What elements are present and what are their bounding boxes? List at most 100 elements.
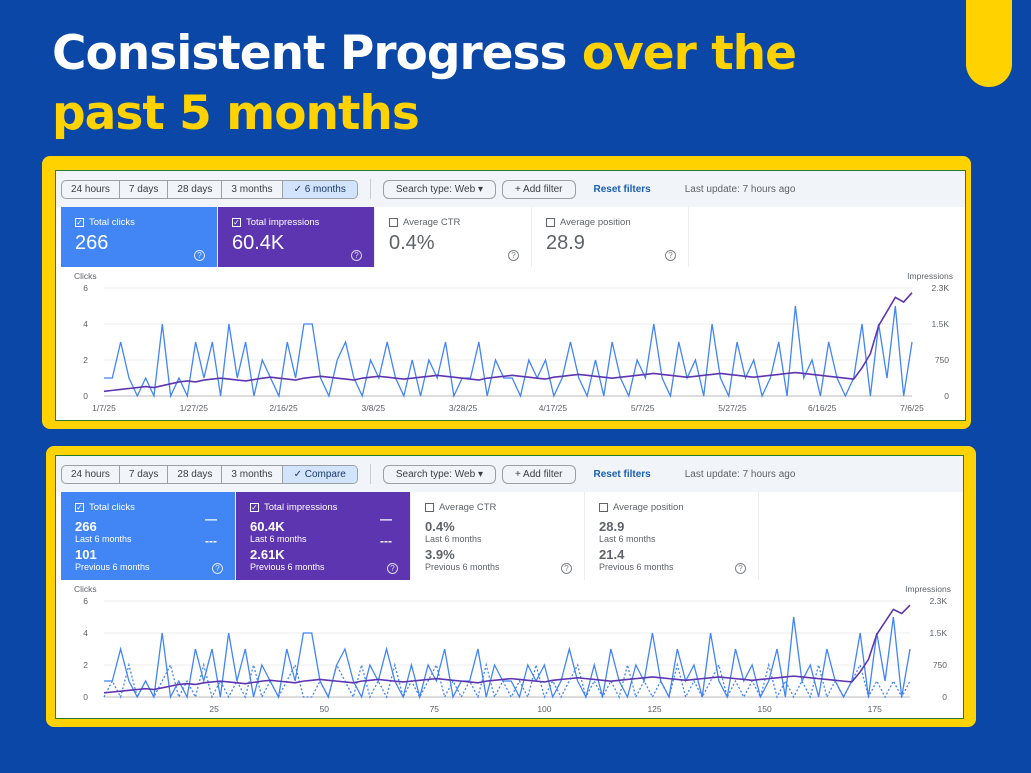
metric-label: Total clicks [89, 502, 135, 513]
reset-filters-link[interactable]: Reset filters [593, 183, 651, 195]
help-icon[interactable]: ? [508, 250, 519, 261]
y-tick-label: 0 [83, 391, 88, 401]
decorative-tab [966, 0, 1012, 87]
metric-card[interactable]: Average CTR 0.4% Last 6 months 3.9% Previ… [411, 492, 585, 580]
range-option[interactable]: 28 days [168, 465, 223, 483]
metric-prev-value: 21.4 [599, 547, 625, 562]
metric-cards: ✓ Total clicks 266? ✓ Total impressions 60… [61, 207, 689, 267]
impressions-line [103, 292, 913, 393]
metric-value: 266 [75, 232, 109, 254]
checkbox-icon[interactable] [599, 503, 608, 512]
dashed-line-legend-icon: --- [380, 534, 392, 548]
metric-card[interactable]: Average position 28.9 Last 6 months 21.4 … [585, 492, 759, 580]
y-tick-label: 4 [83, 628, 88, 638]
range-option[interactable]: 24 hours [62, 180, 120, 198]
x-tick-label: 125 [647, 704, 661, 714]
search-type-dropdown[interactable]: Search type: Web ▾ [382, 464, 496, 484]
y2-axis-label: Impressions [905, 584, 951, 594]
add-filter-button[interactable]: + Add filter [501, 464, 576, 484]
metric-value: 28.9 [546, 232, 585, 254]
y2-tick-label: 750 [933, 660, 947, 670]
metric-card[interactable]: ✓ Total impressions 60.4K Last 6 months 2.… [236, 492, 411, 580]
metric-cards: ✓ Total clicks 266 Last 6 months 101 Previ… [61, 492, 759, 580]
x-tick-label: 1/27/25 [180, 403, 209, 413]
divider [369, 179, 371, 199]
metric-prev-value: 3.9% [425, 547, 455, 562]
search-console-panel-6-months: 24 hours 7 days 28 days 3 months ✓ 6 months … [55, 170, 966, 421]
range-option[interactable]: 3 months [222, 180, 283, 198]
range-option[interactable]: 3 months [222, 465, 283, 483]
y-tick-label: 4 [83, 319, 88, 329]
metric-card[interactable]: Average position 28.9? [532, 207, 689, 267]
metric-value: 60.4K [250, 519, 285, 534]
metric-label: Average CTR [439, 502, 497, 513]
search-console-panel-compare: 24 hours 7 days 28 days 3 months ✓ Compare S… [55, 455, 964, 719]
metric-card[interactable]: Average CTR 0.4%? [375, 207, 532, 267]
checkbox-icon[interactable]: ✓ [75, 218, 84, 227]
x-tick-label: 25 [209, 704, 219, 714]
performance-chart: Clicks Impressions 0 0 2 750 4 1.5K 6 2.3K 1/7/25 1… [74, 271, 953, 413]
x-tick-label: 1/7/25 [92, 403, 116, 413]
clicks-line [104, 616, 911, 700]
checkbox-icon[interactable]: ✓ [250, 503, 259, 512]
help-icon[interactable]: ? [665, 250, 676, 261]
help-icon[interactable]: ? [387, 563, 398, 574]
checkbox-icon[interactable] [425, 503, 434, 512]
metric-prev-value: 101 [75, 547, 97, 562]
metric-value: 266 [75, 519, 97, 534]
metric-label: Total impressions [264, 502, 338, 513]
metric-label: Average position [613, 502, 684, 513]
help-icon[interactable]: ? [194, 250, 205, 261]
toolbar: 24 hours 7 days 28 days 3 months ✓ Compare S… [56, 456, 963, 492]
help-icon[interactable]: ? [351, 250, 362, 261]
clicks-previous-line [103, 662, 911, 699]
y-tick-label: 0 [83, 692, 88, 702]
solid-line-legend-icon: — [380, 512, 392, 526]
y-tick-label: 6 [83, 283, 88, 293]
range-option[interactable]: 7 days [120, 180, 169, 198]
metric-prev-value: 2.61K [250, 547, 285, 562]
performance-chart: Clicks Impressions 0 0 2 750 4 1.5K 6 2.3K 25 50 75 1… [74, 584, 951, 714]
y-tick-label: 2 [83, 355, 88, 365]
checkbox-icon[interactable] [546, 218, 555, 227]
reset-filters-link[interactable]: Reset filters [593, 468, 651, 480]
x-tick-label: 3/8/25 [362, 403, 386, 413]
search-type-dropdown[interactable]: Search type: Web ▾ [382, 179, 496, 199]
checkbox-icon[interactable]: ✓ [75, 503, 84, 512]
metric-card[interactable]: ✓ Total clicks 266 Last 6 months 101 Previ… [61, 492, 236, 580]
date-range-selector: 24 hours 7 days 28 days 3 months ✓ 6 months [61, 179, 358, 199]
x-tick-label: 2/16/25 [269, 403, 298, 413]
range-option[interactable]: ✓ 6 months [282, 180, 357, 198]
metric-value: 0.4% [425, 519, 455, 534]
y2-tick-label: 2.3K [932, 283, 950, 293]
checkbox-icon[interactable]: ✓ [232, 218, 241, 227]
range-option[interactable]: ✓ Compare [282, 465, 357, 483]
help-icon[interactable]: ? [735, 563, 746, 574]
metric-card[interactable]: ✓ Total clicks 266? [61, 207, 218, 267]
x-tick-label: 150 [758, 704, 772, 714]
metric-prev-period: Previous 6 months [75, 562, 150, 572]
metric-value: 28.9 [599, 519, 625, 534]
add-filter-button[interactable]: + Add filter [501, 179, 576, 199]
x-tick-label: 6/16/25 [808, 403, 837, 413]
x-tick-label: 50 [319, 704, 329, 714]
help-icon[interactable]: ? [561, 563, 572, 574]
metric-label: Average position [560, 217, 631, 228]
dashed-line-legend-icon: --- [205, 534, 217, 548]
help-icon[interactable]: ? [212, 563, 223, 574]
range-option[interactable]: 7 days [120, 465, 169, 483]
divider [369, 464, 371, 484]
solid-line-legend-icon: — [205, 512, 217, 526]
metric-card[interactable]: ✓ Total impressions 60.4K? [218, 207, 375, 267]
y2-tick-label: 1.5K [930, 628, 948, 638]
checkbox-icon[interactable] [389, 218, 398, 227]
x-tick-label: 100 [537, 704, 551, 714]
metric-period: Last 6 months [250, 534, 307, 544]
x-tick-label: 3/28/25 [449, 403, 478, 413]
range-option[interactable]: 24 hours [62, 465, 120, 483]
y-tick-label: 2 [83, 660, 88, 670]
x-tick-label: 7/6/25 [900, 403, 924, 413]
metric-period: Last 6 months [75, 534, 132, 544]
metric-period: Last 6 months [599, 534, 656, 544]
range-option[interactable]: 28 days [168, 180, 223, 198]
